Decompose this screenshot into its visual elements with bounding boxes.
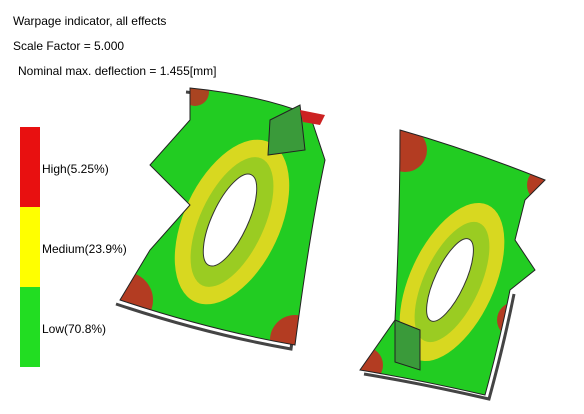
title: Warpage indicator, all effects: [13, 14, 167, 28]
right-part: [359, 129, 546, 401]
scale-factor: Scale Factor = 5.000: [13, 39, 125, 53]
legend-label: High(5.25%): [42, 162, 109, 176]
legend-label: Low(70.8%): [42, 322, 107, 336]
legend-swatch: [20, 287, 40, 367]
legend-label: Medium(23.9%): [42, 242, 127, 256]
deflection: Nominal max. deflection = 1.455[mm]: [18, 64, 217, 78]
left-part: [115, 87, 326, 351]
legend-swatch: [20, 207, 40, 287]
legend-swatch: [20, 127, 40, 207]
legend: [20, 127, 40, 367]
